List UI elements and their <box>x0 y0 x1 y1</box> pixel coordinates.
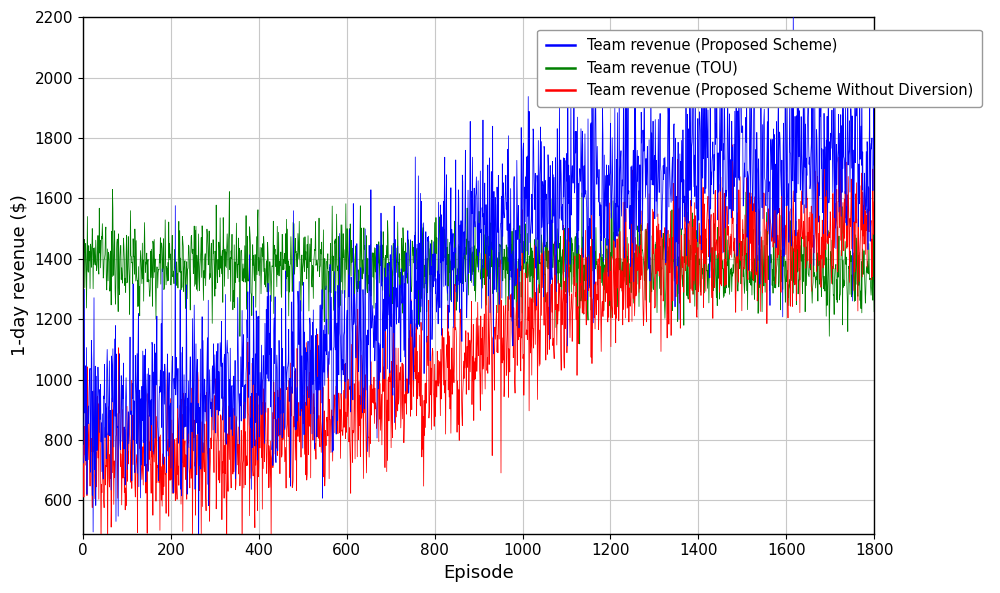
Team revenue (Proposed Scheme) <box>247 355 259 362</box>
Legend: Team revenue (Proposed Scheme), Team revenue (TOU), Team revenue (Proposed Schem: Team revenue (Proposed Scheme), Team rev… <box>537 30 982 107</box>
Team revenue (TOU) <box>574 340 586 347</box>
Team revenue (Proposed Scheme) <box>77 460 89 467</box>
Team revenue (Proposed Scheme Without Diversion) <box>374 416 386 423</box>
Team revenue (Proposed Scheme Without Diversion) <box>404 413 416 420</box>
X-axis label: Episode: Episode <box>443 564 514 582</box>
Team revenue (TOU) <box>400 272 412 279</box>
Team revenue (Proposed Scheme) <box>868 162 880 169</box>
Line: Team revenue (Proposed Scheme): Team revenue (Proposed Scheme) <box>83 13 874 551</box>
Team revenue (Proposed Scheme Without Diversion) <box>77 442 89 449</box>
Team revenue (TOU) <box>246 274 258 281</box>
Y-axis label: 1-day revenue ($): 1-day revenue ($) <box>11 195 29 356</box>
Team revenue (Proposed Scheme) <box>193 547 205 554</box>
Team revenue (Proposed Scheme Without Diversion) <box>868 198 880 205</box>
Team revenue (Proposed Scheme Without Diversion) <box>236 572 248 579</box>
Team revenue (Proposed Scheme) <box>400 274 412 281</box>
Team revenue (Proposed Scheme Without Diversion) <box>618 306 630 313</box>
Team revenue (TOU) <box>404 262 416 269</box>
Line: Team revenue (TOU): Team revenue (TOU) <box>83 188 874 344</box>
Line: Team revenue (Proposed Scheme Without Diversion): Team revenue (Proposed Scheme Without Di… <box>83 145 874 575</box>
Team revenue (TOU) <box>618 244 630 251</box>
Team revenue (Proposed Scheme) <box>618 74 630 81</box>
Team revenue (Proposed Scheme) <box>123 440 135 447</box>
Team revenue (TOU) <box>77 253 89 260</box>
Team revenue (Proposed Scheme Without Diversion) <box>123 409 135 416</box>
Team revenue (Proposed Scheme Without Diversion) <box>726 141 738 148</box>
Team revenue (Proposed Scheme Without Diversion) <box>247 466 259 473</box>
Team revenue (TOU) <box>123 263 135 270</box>
Team revenue (TOU) <box>868 308 880 315</box>
Team revenue (Proposed Scheme) <box>374 377 386 384</box>
Team revenue (Proposed Scheme) <box>404 236 416 243</box>
Team revenue (TOU) <box>373 279 385 286</box>
Team revenue (TOU) <box>669 184 681 192</box>
Team revenue (Proposed Scheme Without Diversion) <box>400 410 412 417</box>
Team revenue (Proposed Scheme) <box>787 9 799 17</box>
